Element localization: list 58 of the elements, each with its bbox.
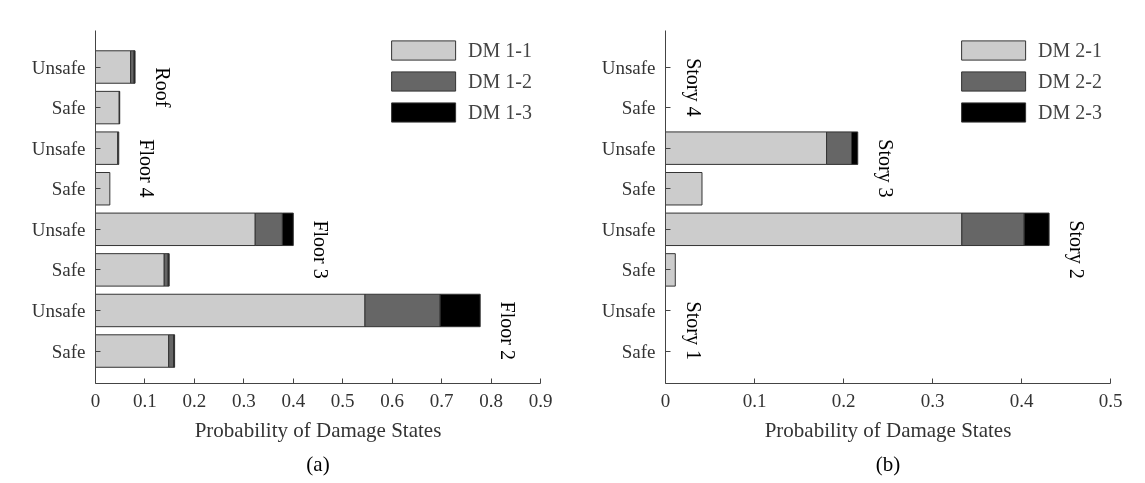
y-tick-label: Safe	[621, 340, 656, 362]
x-tick-label: 0.8	[479, 389, 503, 411]
x-tick-label: 0.3	[231, 389, 256, 411]
y-tick-label: Unsafe	[601, 299, 656, 321]
x-tick-label: 0.1	[133, 389, 157, 411]
y-tick-label: Unsafe	[31, 56, 86, 78]
legend-label: DM 2-2	[1038, 69, 1102, 93]
y-tick-label: Safe	[51, 178, 86, 200]
x-tick-label: 0	[660, 389, 671, 411]
annotation: Story 3	[873, 139, 897, 198]
bar	[665, 172, 703, 206]
y-tick-label: Safe	[51, 97, 86, 119]
y-tick-label: Unsafe	[31, 299, 86, 321]
x-tick-label: 0.7	[429, 389, 454, 411]
bar	[95, 172, 111, 206]
x-tick-label: 0.9	[528, 389, 553, 411]
annotation: Floor 3	[310, 220, 333, 279]
legend-label: DM 2-1	[1038, 38, 1102, 62]
x-tick-label: 0.5	[330, 389, 355, 411]
legend-label: DM 1-1	[468, 38, 532, 62]
bar	[95, 253, 165, 287]
y-tick-label: Unsafe	[31, 218, 86, 240]
legend-label: DM 1-2	[468, 69, 532, 93]
y-tick-label: Safe	[51, 340, 86, 362]
x-tick-label: 0.4	[1009, 389, 1034, 411]
y-tick-label: Safe	[621, 178, 656, 200]
y-tick-label: Safe	[621, 259, 656, 281]
annotation: Floor 2	[497, 301, 520, 360]
legend-label: DM 2-3	[1038, 100, 1102, 124]
y-tick-label: Safe	[621, 97, 656, 119]
text: (a)	[306, 451, 330, 476]
x-tick-label: 0	[90, 389, 101, 411]
x-tick-label: 0.2	[182, 389, 207, 411]
x-axis-title: Probability of Damage States	[764, 417, 1012, 442]
y-tick-label: Unsafe	[601, 137, 656, 159]
x-tick-label: 0.3	[920, 389, 945, 411]
y-tick-label: Unsafe	[31, 137, 86, 159]
annotation: Story 2	[1065, 220, 1089, 279]
annotation: Story 4	[681, 58, 705, 117]
y-tick-label: Unsafe	[601, 218, 656, 240]
legend-label: DM 1-3	[468, 100, 532, 124]
x-tick-label: 0.2	[831, 389, 856, 411]
x-axis-title: Probability of Damage States	[194, 417, 442, 442]
x-tick-label: 0.6	[380, 389, 405, 411]
annotation: Story 1	[681, 301, 705, 360]
y-tick-label: Unsafe	[601, 56, 656, 78]
y-tick-label: Safe	[51, 259, 86, 281]
bar	[95, 131, 119, 165]
bar	[95, 50, 132, 84]
annotation: Roof	[152, 67, 175, 108]
x-tick-label: 0.4	[281, 389, 306, 411]
bar	[95, 334, 170, 368]
annotation: Floor 4	[135, 139, 158, 198]
x-tick-label: 0.1	[742, 389, 767, 411]
text: (b)	[875, 451, 901, 476]
bar	[95, 90, 120, 125]
bar	[665, 253, 676, 287]
x-tick-label: 0.5	[1098, 389, 1123, 411]
